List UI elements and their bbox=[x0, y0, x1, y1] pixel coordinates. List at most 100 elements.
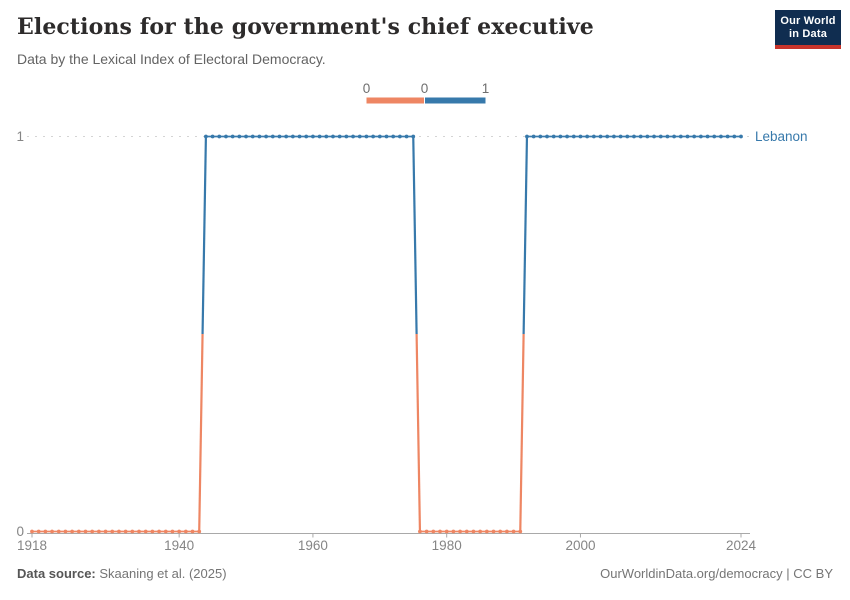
data-point bbox=[170, 529, 175, 534]
data-source-value: Skaaning et al. (2025) bbox=[95, 566, 227, 581]
chart-subtitle: Data by the Lexical Index of Electoral D… bbox=[17, 51, 326, 67]
data-point bbox=[357, 134, 362, 139]
data-point bbox=[538, 134, 543, 139]
data-point bbox=[491, 529, 496, 534]
data-point bbox=[391, 134, 396, 139]
data-point bbox=[284, 134, 289, 139]
data-point bbox=[377, 134, 382, 139]
data-point bbox=[431, 529, 436, 534]
data-point bbox=[190, 529, 195, 534]
data-point bbox=[204, 134, 208, 139]
data-point bbox=[130, 529, 135, 534]
data-point bbox=[317, 134, 322, 139]
legend-tick-label: 0 bbox=[363, 81, 371, 96]
data-point bbox=[698, 134, 703, 139]
y-tick-label: 1 bbox=[16, 129, 24, 144]
data-point bbox=[90, 529, 95, 534]
data-point bbox=[163, 529, 168, 534]
data-point bbox=[665, 134, 670, 139]
legend-bin-0 bbox=[366, 97, 424, 104]
data-point bbox=[83, 529, 88, 534]
data-point bbox=[518, 529, 523, 534]
data-point bbox=[197, 529, 202, 534]
data-point bbox=[30, 529, 34, 534]
data-point bbox=[438, 529, 442, 534]
data-point bbox=[96, 529, 101, 534]
data-point bbox=[498, 529, 503, 534]
data-point bbox=[618, 134, 623, 139]
data-point bbox=[103, 529, 108, 534]
logo-line-2: in Data bbox=[788, 28, 828, 40]
data-point bbox=[290, 134, 295, 139]
data-point bbox=[558, 134, 563, 139]
data-point bbox=[525, 134, 529, 139]
data-point bbox=[632, 134, 636, 139]
data-point bbox=[531, 134, 536, 139]
data-point bbox=[732, 134, 737, 139]
x-tick-label: 1980 bbox=[432, 538, 462, 553]
data-point bbox=[257, 134, 262, 139]
data-point bbox=[739, 134, 743, 139]
data-point bbox=[471, 529, 476, 534]
x-tick-label: 1960 bbox=[298, 538, 328, 553]
data-point bbox=[585, 134, 590, 139]
data-point bbox=[36, 529, 41, 534]
data-point bbox=[605, 134, 610, 139]
data-point bbox=[458, 529, 462, 534]
data-point bbox=[545, 134, 549, 139]
data-point bbox=[444, 529, 449, 534]
x-tick-label: 2024 bbox=[726, 538, 757, 553]
data-point bbox=[511, 529, 516, 534]
data-line-transition bbox=[201, 136, 208, 335]
data-point bbox=[110, 529, 115, 534]
data-point bbox=[56, 529, 61, 534]
data-point bbox=[638, 134, 643, 139]
data-point bbox=[70, 529, 75, 534]
data-point bbox=[137, 529, 141, 534]
data-point bbox=[565, 134, 569, 139]
data-point bbox=[210, 134, 215, 139]
data-point bbox=[264, 134, 269, 139]
x-tick-label: 1940 bbox=[164, 538, 194, 553]
data-point bbox=[551, 134, 556, 139]
data-point bbox=[658, 134, 663, 139]
data-point bbox=[63, 529, 68, 534]
data-point bbox=[277, 134, 282, 139]
data-point bbox=[484, 529, 489, 534]
data-line-transition bbox=[519, 333, 525, 532]
logo-line-1: Our World bbox=[780, 15, 836, 27]
data-point bbox=[705, 134, 710, 139]
data-point bbox=[578, 134, 583, 139]
y-tick-label: 0 bbox=[16, 524, 24, 539]
legend-bin-1 bbox=[425, 97, 486, 104]
data-line-transition bbox=[198, 333, 204, 532]
entity-label[interactable]: Lebanon bbox=[755, 129, 808, 144]
data-point bbox=[237, 134, 242, 139]
data-point bbox=[418, 529, 422, 534]
data-point bbox=[76, 529, 81, 534]
data-source-label: Data source: bbox=[17, 566, 96, 581]
data-point bbox=[371, 134, 376, 139]
data-point bbox=[384, 134, 389, 139]
data-point bbox=[645, 134, 650, 139]
data-point bbox=[324, 134, 329, 139]
page-title: Elections for the government's chief exe… bbox=[17, 14, 594, 40]
x-tick-label: 1918 bbox=[17, 538, 47, 553]
data-point bbox=[652, 134, 656, 139]
data-point bbox=[571, 134, 576, 139]
data-point bbox=[311, 134, 315, 139]
data-point bbox=[337, 134, 342, 139]
data-point bbox=[177, 529, 182, 534]
data-line-transition bbox=[415, 333, 422, 532]
data-point bbox=[404, 134, 409, 139]
data-point bbox=[50, 529, 54, 534]
data-line-transition bbox=[522, 136, 529, 335]
data-point bbox=[692, 134, 697, 139]
data-point bbox=[270, 134, 275, 139]
data-point bbox=[464, 529, 469, 534]
data-point bbox=[43, 529, 48, 534]
data-point bbox=[217, 134, 222, 139]
data-point bbox=[351, 134, 355, 139]
